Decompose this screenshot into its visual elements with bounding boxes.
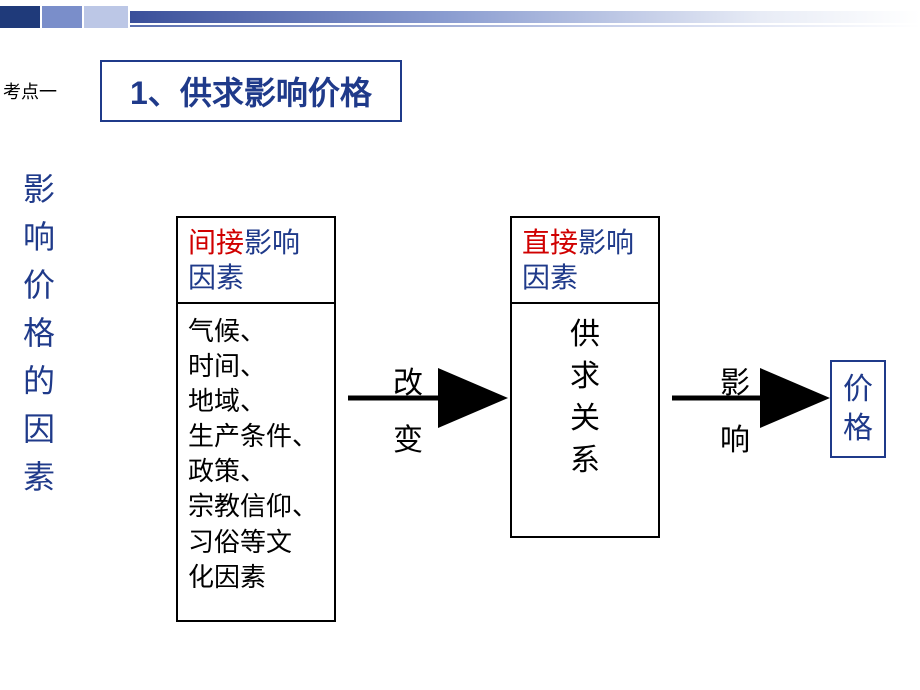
- side-heading-char: 响: [22, 213, 56, 261]
- factor-line: 气候、: [188, 314, 324, 349]
- arrow-change-label: 改 变: [393, 355, 423, 469]
- factor-line: 宗教信仰、: [188, 489, 324, 524]
- supply-demand-char: 供: [522, 314, 648, 356]
- title-text: 供求影响价格: [180, 75, 372, 111]
- arrow-influence-label: 影 响: [720, 355, 750, 469]
- factor-line: 政策、: [188, 454, 324, 489]
- supply-demand-char: 系: [522, 440, 648, 482]
- direct-factors-box: 直接影响因素 供求关系: [510, 216, 660, 538]
- indirect-factors-body: 气候、时间、地域、生产条件、政策、宗教信仰、习俗等文化因素: [178, 304, 334, 611]
- header-red-text: 间接: [188, 228, 244, 259]
- arrow1-label-top: 改: [393, 355, 423, 412]
- indirect-factors-box: 间接影响因素 气候、时间、地域、生产条件、政策、宗教信仰、习俗等文化因素: [176, 216, 336, 622]
- header-gradient: [130, 11, 920, 23]
- header-block-dark: [0, 6, 40, 28]
- side-heading-char: 价: [22, 261, 56, 309]
- indirect-factors-header: 间接影响因素: [178, 218, 334, 304]
- header-block-light: [84, 6, 128, 28]
- title-number: 1: [130, 75, 148, 111]
- side-heading-char: 的: [22, 357, 56, 405]
- side-heading-char: 格: [22, 309, 56, 357]
- header-block-mid: [42, 6, 82, 28]
- arrow1-label-bottom: 变: [393, 412, 423, 469]
- supply-demand-char: 关: [522, 398, 648, 440]
- factor-line: 生产条件、: [188, 419, 324, 454]
- factor-line: 习俗等文: [188, 525, 324, 560]
- price-char: 价: [842, 370, 874, 409]
- header-red-text: 直接: [522, 228, 578, 259]
- side-heading-char: 因: [22, 405, 56, 453]
- factor-line: 时间、: [188, 349, 324, 384]
- price-box: 价格: [830, 360, 886, 458]
- header-decoration: [0, 0, 920, 36]
- direct-factors-header: 直接影响因素: [512, 218, 658, 304]
- title-sep: 、: [148, 75, 180, 111]
- header-underline: [130, 25, 920, 27]
- side-heading-char: 素: [22, 453, 56, 501]
- slide-title-box: 1、供求影响价格: [100, 60, 402, 122]
- factor-line: 化因素: [188, 560, 324, 595]
- side-heading: 影响价格的因素: [22, 165, 56, 501]
- exam-point-tag: 考点一: [0, 78, 60, 104]
- arrow2-label-bottom: 响: [720, 412, 750, 469]
- side-heading-char: 影: [22, 165, 56, 213]
- factor-line: 地域、: [188, 384, 324, 419]
- arrow2-label-top: 影: [720, 355, 750, 412]
- price-char: 格: [842, 409, 874, 448]
- supply-demand-char: 求: [522, 356, 648, 398]
- direct-factors-body: 供求关系: [512, 304, 658, 498]
